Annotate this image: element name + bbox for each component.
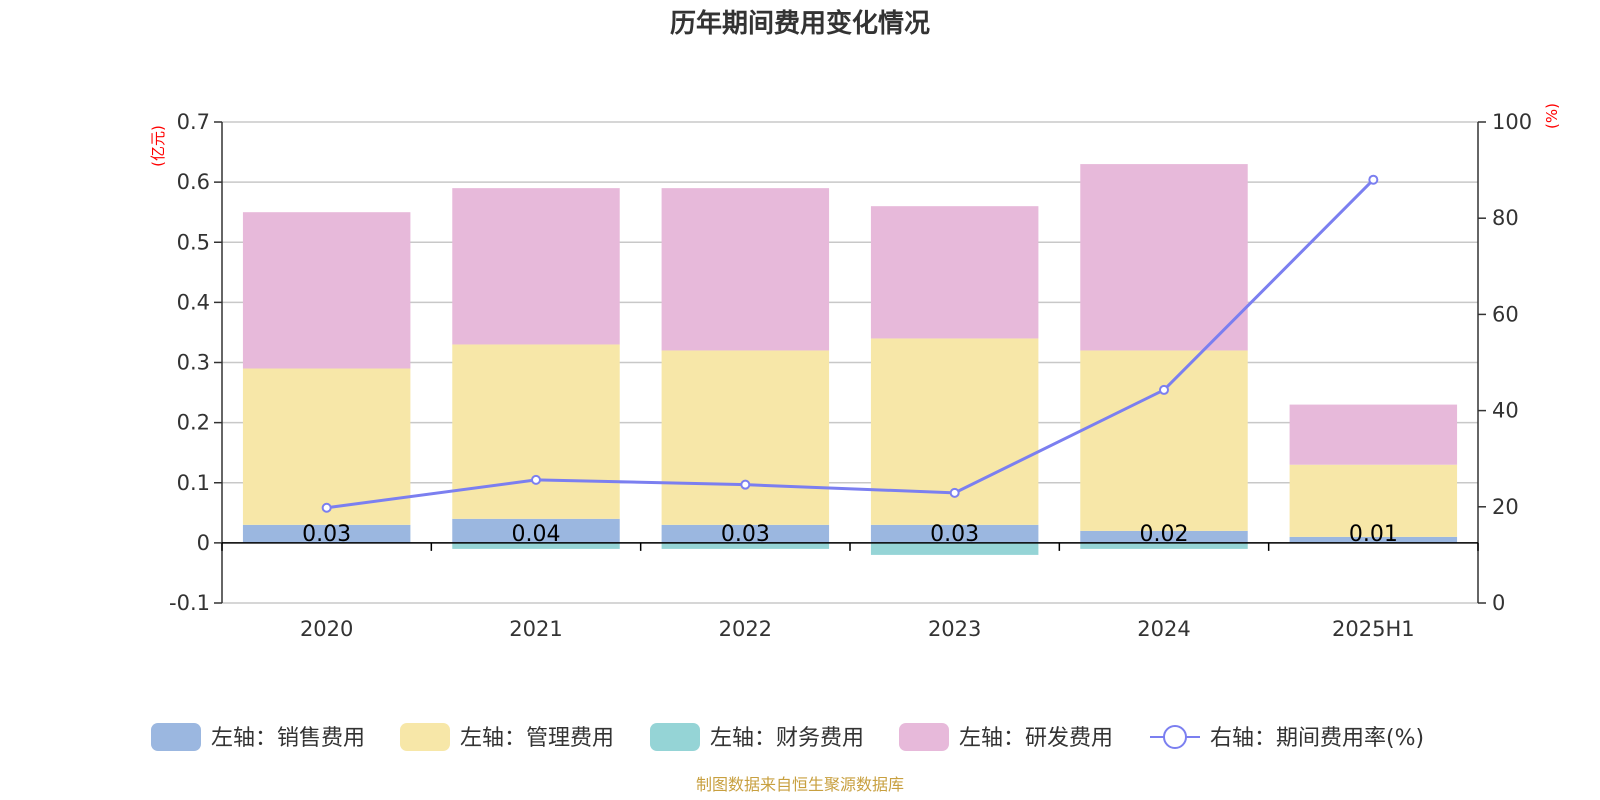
rate-point bbox=[949, 487, 960, 498]
rate-line bbox=[326, 178, 1375, 510]
data-label: 0.03 bbox=[721, 522, 770, 547]
bar-segment bbox=[242, 524, 411, 543]
legend-swatch bbox=[899, 723, 949, 751]
chart-title: 历年期间费用变化情况 bbox=[670, 8, 930, 39]
bar-segment bbox=[661, 350, 830, 525]
bar-segment bbox=[1289, 464, 1458, 537]
left-tick-label: 0.1 bbox=[177, 471, 210, 495]
rate-point bbox=[1159, 384, 1169, 395]
right-tick-label: 40 bbox=[1492, 399, 1519, 423]
data-label: 0.02 bbox=[1140, 522, 1189, 547]
bar-segment bbox=[870, 542, 1039, 555]
left-tick-label: 0.2 bbox=[177, 411, 210, 435]
data-label: 0.01 bbox=[1349, 522, 1398, 547]
x-tick-label: 2021 bbox=[509, 617, 562, 641]
bar-segment bbox=[452, 542, 620, 549]
x-tick-label: 2024 bbox=[1137, 617, 1190, 641]
rate-point bbox=[1368, 174, 1379, 185]
bar-segment bbox=[661, 524, 830, 543]
left-tick-label: 0.7 bbox=[177, 110, 210, 134]
label-layer: 0.03 0.04 0.03 0.03 0.02 0.01 bbox=[302, 522, 1398, 547]
left-tick-label: -0.1 bbox=[169, 591, 210, 615]
legend-label: 左轴：管理费用 bbox=[460, 726, 614, 751]
legend-label: 右轴：期间费用率(%) bbox=[1210, 726, 1424, 751]
legend: 左轴：销售费用 左轴：管理费用 左轴：财务费用 左轴：研发费用 右轴：期间费用率(%) bbox=[151, 723, 1424, 751]
rate-point bbox=[531, 474, 541, 485]
rate-point bbox=[321, 502, 332, 513]
bar-layer bbox=[242, 164, 1458, 555]
source-note: 制图数据来自恒生聚源数据库 bbox=[696, 775, 904, 794]
right-tick-label: 80 bbox=[1492, 206, 1519, 230]
axis-layer: -0.1 0 0.1 0.2 0.3 0.4 0.5 0.6 0.7 0 20 40 60 80 100 20… bbox=[169, 110, 1532, 641]
bar-segment bbox=[661, 542, 830, 549]
legend-swatch bbox=[400, 723, 450, 751]
bar-segment bbox=[1080, 530, 1248, 543]
right-tick-label: 60 bbox=[1492, 302, 1519, 326]
bar-segment bbox=[452, 188, 620, 345]
bar-segment bbox=[1080, 542, 1248, 549]
left-tick-label: 0 bbox=[197, 531, 210, 555]
bar-segment bbox=[1080, 350, 1248, 531]
bar-segment bbox=[1289, 404, 1458, 465]
left-tick-label: 0.6 bbox=[177, 170, 210, 194]
right-tick-label: 0 bbox=[1492, 591, 1505, 615]
bar-segment bbox=[1289, 536, 1458, 543]
left-tick-label: 0.5 bbox=[177, 230, 210, 254]
data-label: 0.03 bbox=[930, 522, 979, 547]
bar-segment bbox=[242, 212, 411, 369]
bar-segment bbox=[452, 518, 620, 543]
bar-segment bbox=[870, 206, 1039, 339]
legend-label: 左轴：研发费用 bbox=[959, 726, 1113, 751]
bar-segment bbox=[870, 524, 1039, 543]
bar-segment bbox=[242, 368, 411, 525]
x-tick-label: 2023 bbox=[928, 617, 981, 641]
legend-label: 左轴：销售费用 bbox=[211, 726, 365, 751]
left-tick-label: 0.3 bbox=[177, 351, 210, 375]
left-tick-label: 0.4 bbox=[177, 290, 210, 314]
bar-segment bbox=[452, 344, 620, 519]
legend-swatch bbox=[650, 723, 700, 751]
bar-segment bbox=[1080, 164, 1248, 351]
data-label: 0.04 bbox=[512, 522, 561, 547]
left-axis-unit: (亿元) bbox=[149, 125, 167, 167]
bar-segment bbox=[661, 188, 830, 351]
right-tick-label: 100 bbox=[1492, 110, 1532, 134]
rate-point bbox=[740, 479, 751, 490]
data-label: 0.03 bbox=[302, 522, 351, 547]
line-layer bbox=[321, 174, 1379, 513]
right-axis-unit: (%) bbox=[1543, 103, 1561, 129]
x-tick-label: 2025H1 bbox=[1332, 617, 1415, 641]
x-tick-label: 2022 bbox=[719, 617, 772, 641]
legend-label: 左轴：财务费用 bbox=[710, 726, 864, 751]
x-tick-label: 2020 bbox=[300, 617, 353, 641]
legend-swatch bbox=[151, 723, 201, 751]
right-tick-label: 20 bbox=[1492, 495, 1519, 519]
legend-line-marker bbox=[1163, 725, 1187, 749]
